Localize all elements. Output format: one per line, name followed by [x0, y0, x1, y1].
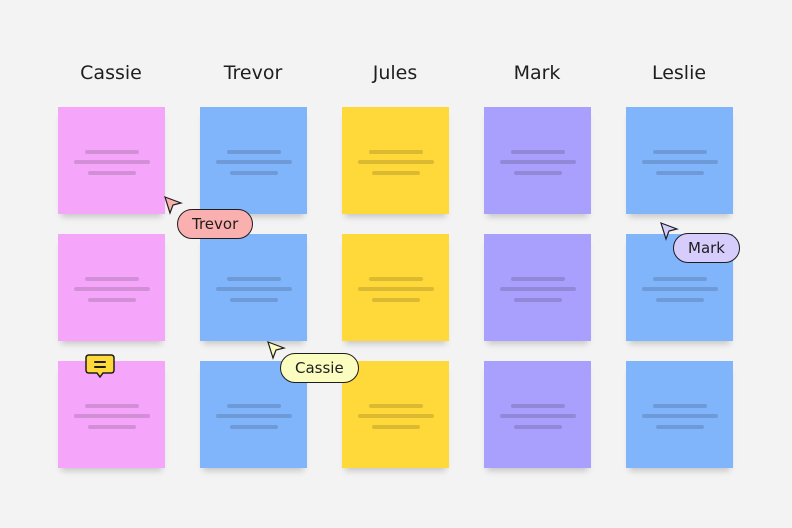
text-placeholder-line	[371, 425, 420, 429]
text-placeholder-line	[641, 414, 718, 418]
text-placeholder-line	[510, 277, 565, 281]
cursor-label-trevor: Trevor	[177, 209, 254, 239]
sticky-note[interactable]	[484, 361, 591, 468]
text-placeholder-line	[368, 277, 423, 281]
text-placeholder-line	[229, 171, 278, 175]
text-placeholder-line	[357, 414, 434, 418]
text-placeholder-line	[84, 277, 139, 281]
column-header-trevor: Trevor	[223, 62, 283, 84]
text-placeholder-line	[371, 171, 420, 175]
text-placeholder-line	[499, 414, 576, 418]
text-placeholder-line	[641, 287, 718, 291]
text-placeholder-line	[513, 171, 562, 175]
text-placeholder-line	[510, 150, 565, 154]
cursor-mark	[659, 221, 680, 245]
text-placeholder-line	[655, 298, 704, 302]
sticky-note[interactable]	[58, 107, 165, 214]
text-placeholder-line	[652, 404, 707, 408]
cursor-arrow-icon	[164, 196, 184, 215]
cursor-cassie	[266, 340, 287, 364]
text-placeholder-line	[226, 404, 281, 408]
sticky-note[interactable]	[200, 234, 307, 341]
sticky-note[interactable]	[200, 107, 307, 214]
text-placeholder-line	[368, 150, 423, 154]
sticky-note[interactable]	[342, 361, 449, 468]
text-placeholder-line	[215, 160, 292, 164]
text-placeholder-line	[87, 171, 136, 175]
column-header-cassie: Cassie	[80, 62, 142, 84]
sticky-note[interactable]	[58, 234, 165, 341]
text-placeholder-line	[357, 287, 434, 291]
text-placeholder-line	[73, 287, 150, 291]
sticky-note[interactable]	[58, 361, 165, 468]
column-header-leslie: Leslie	[651, 62, 707, 84]
sticky-note[interactable]	[342, 234, 449, 341]
text-placeholder-line	[641, 160, 718, 164]
text-placeholder-line	[368, 404, 423, 408]
text-placeholder-line	[87, 425, 136, 429]
cursor-label-cassie: Cassie	[280, 353, 359, 383]
text-placeholder-line	[371, 298, 420, 302]
text-placeholder-line	[655, 171, 704, 175]
text-placeholder-line	[499, 160, 576, 164]
text-placeholder-line	[226, 150, 281, 154]
text-placeholder-line	[215, 414, 292, 418]
text-placeholder-line	[215, 287, 292, 291]
column-header-mark: Mark	[513, 62, 561, 84]
cursor-label-mark: Mark	[673, 233, 740, 263]
text-placeholder-line	[357, 160, 434, 164]
text-placeholder-line	[510, 404, 565, 408]
text-placeholder-line	[73, 160, 150, 164]
text-placeholder-line	[229, 298, 278, 302]
cursor-trevor	[163, 195, 184, 219]
text-placeholder-line	[84, 150, 139, 154]
text-placeholder-line	[499, 287, 576, 291]
text-placeholder-line	[655, 425, 704, 429]
text-placeholder-line	[513, 298, 562, 302]
column-header-jules: Jules	[372, 62, 418, 84]
text-placeholder-line	[652, 277, 707, 281]
text-placeholder-line	[229, 425, 278, 429]
sticky-note[interactable]	[484, 234, 591, 341]
sticky-note[interactable]	[484, 107, 591, 214]
cursor-arrow-icon	[267, 341, 287, 360]
sticky-note[interactable]	[342, 107, 449, 214]
sticky-note[interactable]	[626, 107, 733, 214]
text-placeholder-line	[652, 150, 707, 154]
comment-icon[interactable]	[85, 354, 115, 378]
text-placeholder-line	[87, 298, 136, 302]
cursor-arrow-icon	[660, 222, 680, 241]
text-placeholder-line	[513, 425, 562, 429]
text-placeholder-line	[84, 404, 139, 408]
text-placeholder-line	[226, 277, 281, 281]
text-placeholder-line	[73, 414, 150, 418]
sticky-note[interactable]	[626, 361, 733, 468]
